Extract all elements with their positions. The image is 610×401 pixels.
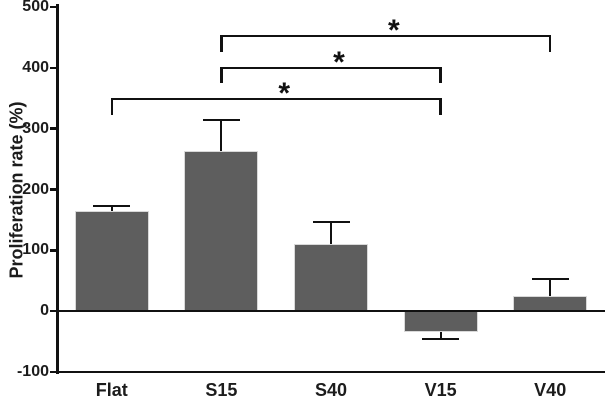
x-tick-label-V15: V15 [424,380,457,400]
y-tick-label: 0 [40,302,49,320]
sig-bracket-left-end-0 [220,35,223,52]
error-bar-line-Flat [110,205,113,211]
error-bar-cap-V15 [422,338,460,341]
y-tick-label: 200 [22,180,49,198]
x-tick-label-V40: V40 [534,380,567,400]
sig-asterisk-2: * [278,77,291,110]
error-bar-cap-Flat [93,204,131,207]
bottom-axis-line [56,370,605,374]
y-tick-label: 400 [22,58,49,76]
x-tick-label-S15: S15 [205,380,238,400]
y-tick-label: 100 [22,241,49,259]
error-bar-line-V40 [549,278,552,296]
y-tick-mark [50,370,57,374]
sig-bracket-bar-0 [220,35,552,38]
bar-S40 [294,244,368,312]
y-tick-mark [50,66,57,70]
bar-S15 [184,150,259,312]
bar-V40 [513,295,588,312]
y-tick-mark [50,127,57,130]
error-bar-line-V15 [439,331,442,340]
sig-bracket-left-end-1 [220,66,223,83]
y-tick-label: 500 [22,0,49,15]
y-tick-label: -100 [16,363,49,380]
error-bar-line-S15 [220,120,223,151]
sig-bracket-right-end-0 [549,35,552,52]
sig-asterisk-1: * [333,45,345,79]
y-axis-line [56,4,59,374]
y-tick-mark [50,5,57,9]
x-tick-label-S40: S40 [314,380,348,400]
x-tick-label-Flat: Flat [95,380,128,400]
sig-asterisk-0: * [387,14,400,47]
bar-V15 [403,311,478,332]
error-bar-line-S40 [329,222,333,245]
sig-bracket-left-end-2 [110,98,113,115]
sig-bracket-bar-2 [110,98,442,101]
y-tick-label: 300 [22,119,49,137]
error-bar-cap-V40 [531,277,569,280]
bar-Flat [74,210,149,312]
sig-bracket-bar-1 [220,66,442,69]
sig-bracket-right-end-2 [439,98,442,115]
sig-bracket-right-end-1 [439,66,442,83]
y-tick-mark [50,249,57,252]
zero-baseline [56,309,605,313]
y-tick-mark [50,188,57,191]
error-bar-cap-S40 [312,221,350,224]
error-bar-cap-S15 [202,119,240,122]
y-tick-mark [50,309,57,313]
